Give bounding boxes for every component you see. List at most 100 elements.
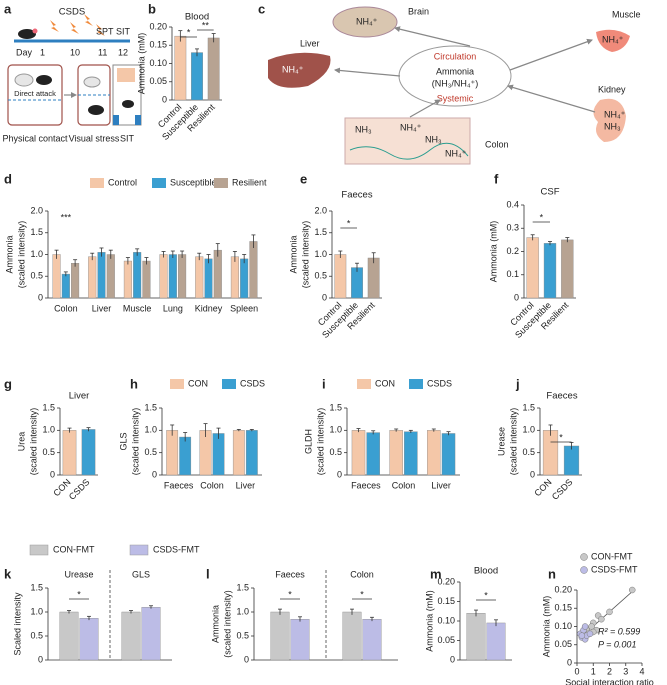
bar — [81, 429, 96, 476]
y-tick-label: 0.5 — [236, 630, 249, 640]
organ-label: Brain — [408, 6, 429, 16]
y-tick-label: 1.0 — [314, 249, 327, 259]
category-label: Faeces — [275, 569, 305, 579]
bar — [486, 622, 506, 661]
legend-label: CSDS — [240, 378, 265, 388]
stat-annotation: P = 0.001 — [598, 639, 636, 649]
significance-label: * — [288, 589, 292, 599]
y-tick-label: 0 — [530, 469, 535, 479]
legend-label: CON-FMT — [53, 544, 95, 554]
y-tick-label: 1.5 — [329, 402, 342, 412]
y-tick-label: 0 — [514, 292, 519, 302]
bar — [133, 252, 142, 299]
x-tick-label: CSDS — [550, 477, 575, 502]
arrow — [334, 67, 401, 77]
ion: NH₃ — [355, 124, 372, 134]
x-tick-label: Muscle — [123, 303, 152, 313]
y-axis-label: (scaled intensity) — [222, 590, 232, 658]
legend-label: CON — [375, 378, 395, 388]
panel-title: Blood — [185, 12, 209, 23]
y-tick-label: 2.0 — [30, 205, 43, 215]
bar — [351, 267, 363, 299]
y-tick-label: 0 — [38, 292, 43, 302]
bar — [542, 430, 559, 476]
y-tick-label: 0 — [152, 469, 157, 479]
bar — [141, 607, 161, 661]
muscle-icon — [596, 29, 630, 52]
x-tick-label: Liver — [236, 480, 256, 490]
ion: NH₄⁺ — [602, 34, 624, 44]
x-tick-label: Liver — [92, 303, 112, 313]
y-axis-label: Urea — [16, 432, 26, 452]
point — [629, 586, 636, 594]
organ-label: Colon — [485, 139, 509, 149]
bar — [240, 258, 249, 299]
bar — [79, 618, 99, 661]
organ-label: Kidney — [598, 84, 626, 94]
panel-letter: i — [322, 376, 326, 391]
significance-label: * — [77, 589, 81, 599]
panel-title: Liver — [69, 391, 90, 402]
bar — [290, 619, 310, 661]
x-axis-label: Social interaction ratio — [565, 677, 654, 685]
circulation-label: Circulation — [434, 51, 477, 61]
panel-title: Faeces — [546, 391, 577, 402]
arrow — [409, 99, 441, 118]
legend-label: CSDS — [427, 378, 452, 388]
legend-label: Control — [108, 177, 137, 187]
mouse-icon — [122, 100, 134, 108]
panel-letter: n — [548, 566, 556, 581]
y-axis-label: Ammonia (mM) — [488, 221, 498, 283]
bar — [561, 239, 574, 299]
day: 1 — [40, 47, 45, 57]
ion: NH₃ — [604, 121, 621, 131]
panel-title: Faeces — [341, 190, 372, 201]
y-tick-label: 0 — [322, 292, 327, 302]
bar — [142, 260, 151, 299]
microbiota — [349, 142, 469, 160]
point — [586, 630, 594, 638]
x-tick-label: Kidney — [195, 303, 223, 313]
bar — [232, 430, 245, 476]
legend-swatch — [409, 379, 423, 389]
y-tick-label: 1.0 — [30, 606, 43, 616]
point — [581, 623, 589, 630]
bar — [52, 254, 61, 299]
y-tick-label: 0 — [50, 469, 55, 479]
panel-letter: j — [515, 376, 520, 391]
x-tick-label: 3 — [623, 666, 628, 676]
y-tick-label: 1.5 — [30, 582, 43, 592]
mouse-icon — [14, 73, 34, 87]
caption: SIT — [120, 133, 135, 143]
bar — [178, 254, 187, 299]
protocol-title: CSDS — [59, 7, 85, 18]
x-tick-label: Liver — [431, 480, 451, 490]
y-axis-label: Ammonia (mM) — [424, 590, 434, 652]
bar — [71, 263, 80, 299]
y-tick-label: 0.05 — [149, 76, 167, 86]
legend-swatch — [29, 544, 49, 556]
y-tick-label: 1.5 — [30, 227, 43, 237]
legend-label: CSDS-FMT — [591, 564, 638, 574]
bar — [59, 611, 79, 661]
y-axis-label: Ammonia — [4, 235, 14, 273]
bar — [245, 430, 258, 476]
corner — [135, 115, 141, 125]
legend-marker — [580, 566, 588, 574]
y-tick-label: 0.10 — [554, 621, 572, 631]
bar — [367, 257, 380, 299]
bar — [427, 430, 441, 476]
bar — [166, 430, 179, 476]
x-tick-label: 0 — [574, 666, 579, 676]
significance-label: * — [360, 589, 364, 599]
bar — [88, 256, 97, 299]
panel-letter: k — [4, 566, 12, 581]
legend-swatch — [357, 379, 371, 389]
cage — [7, 64, 63, 126]
y-axis-label: (scaled intensity) — [300, 221, 310, 289]
corner — [113, 115, 119, 125]
bar — [212, 433, 225, 476]
circulation-label: Systemic — [437, 93, 474, 103]
y-tick-label: 1.5 — [314, 227, 327, 237]
y-tick-label: 0.20 — [149, 21, 167, 31]
